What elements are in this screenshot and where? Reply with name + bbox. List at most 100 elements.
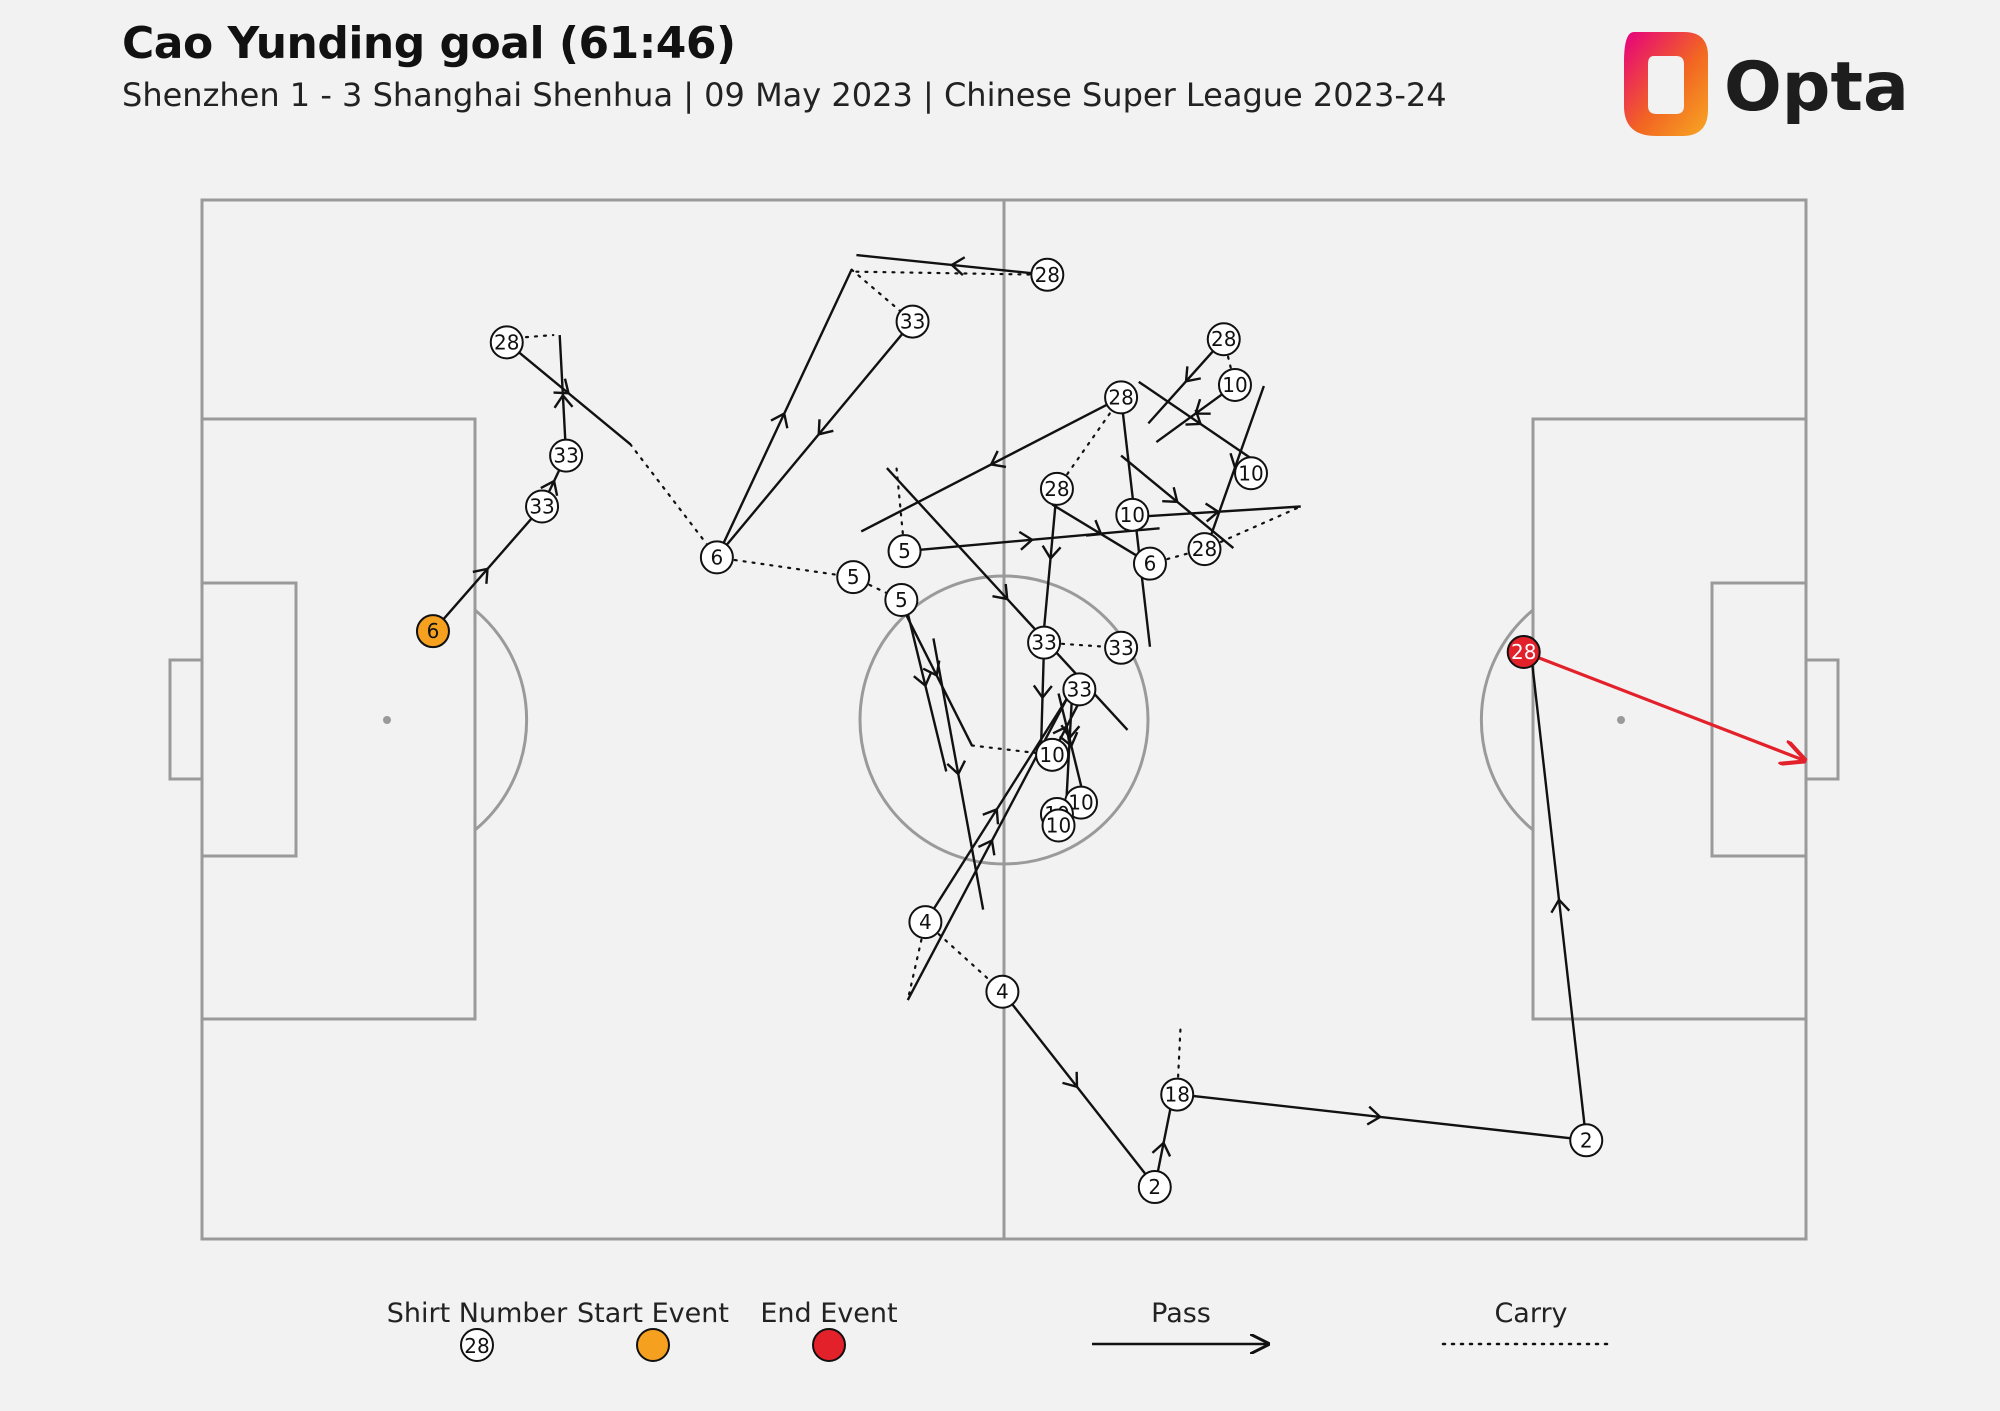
- legend-pass-label: Pass: [1151, 1298, 1211, 1329]
- shirt-number: 10: [1039, 743, 1064, 767]
- player-circle: [699, 540, 734, 575]
- pass-direction-chevron: [913, 671, 933, 688]
- player-circle: [1035, 737, 1070, 772]
- legend-end-event-marker: [812, 1328, 846, 1362]
- player-circle: [525, 489, 560, 524]
- pass-direction-chevron: [1162, 486, 1179, 504]
- pass-direction-chevron: [1194, 398, 1211, 415]
- pass-direction-chevron: [989, 450, 1007, 469]
- player-marker: 33: [1027, 625, 1062, 660]
- pass-direction-chevron: [553, 393, 574, 409]
- player-circle: [1506, 634, 1541, 669]
- shirt-number: 10: [1222, 373, 1247, 397]
- pass-direction-chevron: [1184, 366, 1201, 383]
- players-layer: 6 33 33 28 6 33 28 5 5 5 28 28 10 6 28 10 10 28 33 33 33 10 10…: [415, 257, 1604, 1205]
- end-event-marker: 28: [1506, 634, 1541, 669]
- player-marker: 28: [1206, 322, 1241, 357]
- start-event-marker: 6: [415, 614, 450, 649]
- player-marker: 10: [1217, 367, 1252, 402]
- legend-shirt-number-label: Shirt Number: [387, 1298, 568, 1329]
- player-marker: 18: [1160, 1077, 1195, 1112]
- right-penalty-box: [1531, 417, 1808, 1021]
- shirt-number: 28: [1192, 537, 1217, 561]
- player-marker: 28: [489, 325, 524, 360]
- shirt-number: 33: [1108, 636, 1133, 660]
- shirt-number: 28: [1511, 640, 1536, 664]
- opta-logo-wordmark: Opta: [1724, 48, 1909, 127]
- shirt-number: 2: [1148, 1175, 1161, 1199]
- shot-arrow: [1538, 656, 1805, 761]
- shirt-number: 10: [1120, 503, 1145, 527]
- player-marker: 33: [549, 438, 584, 473]
- player-circle: [1115, 497, 1150, 532]
- shirt-number: 33: [553, 444, 578, 468]
- player-marker: 28: [1030, 257, 1065, 292]
- player-circle: [1160, 1077, 1195, 1112]
- pass-direction-chevron: [817, 419, 834, 436]
- legend-shirt-number-marker: [460, 1328, 494, 1362]
- player-marker: 5: [887, 534, 922, 569]
- opta-logo-mark: [1624, 32, 1708, 136]
- pass-direction-chevron: [553, 378, 571, 395]
- pass-direction-chevron: [946, 760, 967, 777]
- shirt-number: 28: [1108, 385, 1133, 409]
- passes-layer: [432, 253, 1588, 1188]
- shirt-number: 33: [529, 495, 554, 519]
- chart-subtitle: Shenzhen 1 - 3 Shanghai Shenhua | 09 May…: [122, 76, 1447, 114]
- right-six-yard-box: [1710, 581, 1808, 858]
- legend-start-event-label: Start Event: [577, 1298, 729, 1329]
- player-circle: [1027, 625, 1062, 660]
- shirt-number: 10: [1238, 461, 1263, 485]
- player-circle: [1206, 322, 1241, 357]
- player-circle: [415, 614, 450, 649]
- shirt-number: 5: [847, 565, 860, 589]
- player-marker: 28: [1187, 532, 1222, 567]
- player-marker: 4: [908, 905, 943, 940]
- opta-logo: Opta: [1624, 32, 1909, 136]
- left-penalty-spot: [383, 716, 391, 724]
- pass-direction-chevron: [1550, 897, 1571, 914]
- player-marker: 28: [1104, 380, 1139, 415]
- shirt-number: 4: [919, 910, 932, 934]
- player-marker: 4: [985, 974, 1020, 1009]
- legend-end-event-label: End Event: [760, 1298, 897, 1329]
- player-marker: 6: [699, 540, 734, 575]
- player-circle: [549, 438, 584, 473]
- pass-direction-chevron: [1018, 530, 1035, 551]
- shirt-number: 28: [1211, 327, 1236, 351]
- player-circle: [908, 905, 943, 940]
- legend-carry-label: Carry: [1494, 1298, 1567, 1329]
- chart-title: Cao Yunding goal (61:46): [122, 18, 736, 69]
- player-circle: [1104, 380, 1139, 415]
- shirt-number: 5: [895, 588, 908, 612]
- centre-circle: [858, 574, 1150, 866]
- shirt-number: 4: [996, 980, 1009, 1004]
- carry-line: [524, 333, 555, 339]
- player-marker: 5: [884, 583, 919, 618]
- pass-direction-chevron: [1059, 731, 1079, 748]
- carry-line: [924, 921, 1004, 993]
- player-circle: [1104, 630, 1139, 665]
- player-marker: 2: [1569, 1123, 1604, 1158]
- pass-direction-chevron: [982, 807, 1000, 825]
- shirt-number: 2: [1580, 1128, 1593, 1152]
- player-circle: [1217, 367, 1252, 402]
- player-marker: 5: [836, 560, 871, 595]
- carry-line: [715, 556, 855, 579]
- player-circle: [985, 974, 1020, 1009]
- shirt-number: 5: [898, 539, 911, 563]
- shirt-number: 33: [900, 310, 925, 334]
- player-circle: [1030, 257, 1065, 292]
- player-circle: [1234, 456, 1269, 491]
- player-circle: [1039, 471, 1074, 506]
- shirt-number: 28: [1044, 477, 1069, 501]
- legend-start-event-marker: [636, 1328, 670, 1362]
- player-circle: [1041, 808, 1076, 843]
- pass-direction-chevron: [770, 411, 789, 429]
- player-marker: 33: [1104, 630, 1139, 665]
- player-circle: [1137, 1170, 1172, 1205]
- pass-direction-chevron: [1052, 724, 1071, 742]
- legend-shirt-number-example: 28: [464, 1334, 489, 1358]
- pass-direction-chevron: [472, 567, 489, 584]
- right-goal: [1804, 658, 1840, 781]
